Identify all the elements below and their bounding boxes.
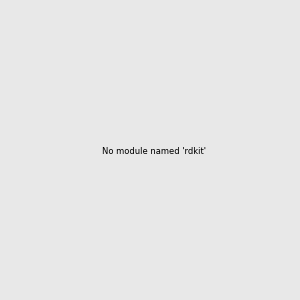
Text: No module named 'rdkit': No module named 'rdkit' xyxy=(102,147,206,156)
